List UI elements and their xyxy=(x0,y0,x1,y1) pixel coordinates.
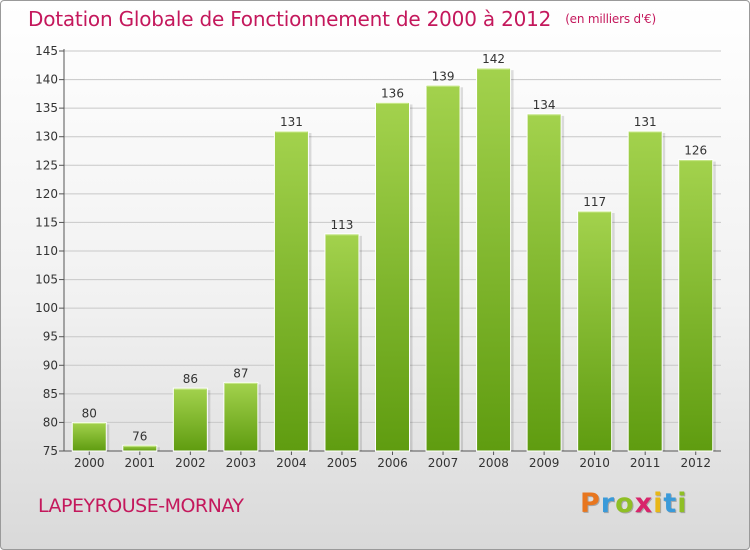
chart-title-text: Dotation Globale de Fonctionnement de 20… xyxy=(28,7,552,31)
chart-subtitle: (en milliers d'€) xyxy=(565,12,656,26)
y-tick-label: 80 xyxy=(43,415,58,429)
bar xyxy=(324,233,360,452)
bar xyxy=(223,381,259,452)
commune-name: LAPEYROUSE-MORNAY xyxy=(38,495,244,517)
bar xyxy=(71,421,107,452)
y-tick-label: 145 xyxy=(35,44,58,58)
y-tick-label: 90 xyxy=(43,358,58,372)
proxiti-logo-letter: i xyxy=(677,488,688,519)
bar xyxy=(476,67,512,452)
y-tick-label: 100 xyxy=(35,301,58,315)
y-tick-label: 135 xyxy=(35,101,58,115)
y-tick-label: 75 xyxy=(43,444,58,458)
data-label: 113 xyxy=(331,218,354,232)
x-tick-label: 2003 xyxy=(226,456,257,470)
bar xyxy=(627,130,663,452)
x-tick-label: 2005 xyxy=(327,456,358,470)
proxiti-logo-letter: P xyxy=(580,488,601,519)
x-tick-label: 2001 xyxy=(125,456,156,470)
bar xyxy=(425,84,461,452)
chart-title: Dotation Globale de Fonctionnement de 20… xyxy=(28,7,656,31)
labels: 80 2000 76 2001 86 2002 87 2003 131 2004 113 2005 13… xyxy=(74,52,711,470)
data-label: 126 xyxy=(684,144,707,158)
y-tick-label: 85 xyxy=(43,387,58,401)
bar xyxy=(577,210,613,452)
bars xyxy=(71,67,716,452)
x-tick-label: 2011 xyxy=(630,456,661,470)
data-label: 80 xyxy=(82,406,97,420)
x-tick-label: 2006 xyxy=(377,456,408,470)
y-tick-label: 110 xyxy=(35,244,58,258)
data-label: 136 xyxy=(381,86,404,100)
data-label: 142 xyxy=(482,52,505,66)
data-label: 134 xyxy=(533,98,556,112)
proxiti-logo: Proxiti xyxy=(580,488,688,519)
x-tick-label: 2009 xyxy=(529,456,560,470)
data-label: 139 xyxy=(432,69,455,83)
proxiti-logo-letter: r xyxy=(600,488,616,519)
x-tick-label: 2004 xyxy=(276,456,307,470)
bar xyxy=(526,113,562,452)
data-label: 131 xyxy=(634,115,657,129)
x-tick-label: 2008 xyxy=(478,456,509,470)
data-label: 86 xyxy=(183,372,198,386)
x-tick-label: 2007 xyxy=(428,456,459,470)
data-label: 117 xyxy=(583,195,606,209)
y-tick-label: 95 xyxy=(43,330,58,344)
proxiti-logo-letter: i xyxy=(653,488,664,519)
proxiti-logo-letter: o xyxy=(615,488,635,519)
x-tick-label: 2002 xyxy=(175,456,206,470)
data-label: 87 xyxy=(233,366,248,380)
bar xyxy=(172,387,208,452)
data-label: 131 xyxy=(280,115,303,129)
data-label: 76 xyxy=(132,429,147,443)
x-tick-label: 2012 xyxy=(680,456,711,470)
y-tick-label: 130 xyxy=(35,130,58,144)
x-tick-label: 2000 xyxy=(74,456,105,470)
proxiti-logo-letter: x xyxy=(634,488,654,519)
bar xyxy=(122,444,158,452)
y-tick-label: 120 xyxy=(35,187,58,201)
proxiti-logo-letter: t xyxy=(663,488,678,519)
y-tick-label: 125 xyxy=(35,158,58,172)
bar xyxy=(375,101,410,452)
y-tick-label: 115 xyxy=(35,215,58,229)
y-tick-label: 105 xyxy=(35,273,58,287)
bar xyxy=(273,130,309,452)
y-tick-label: 140 xyxy=(35,73,58,87)
bar xyxy=(678,159,714,452)
x-tick-label: 2010 xyxy=(579,456,610,470)
